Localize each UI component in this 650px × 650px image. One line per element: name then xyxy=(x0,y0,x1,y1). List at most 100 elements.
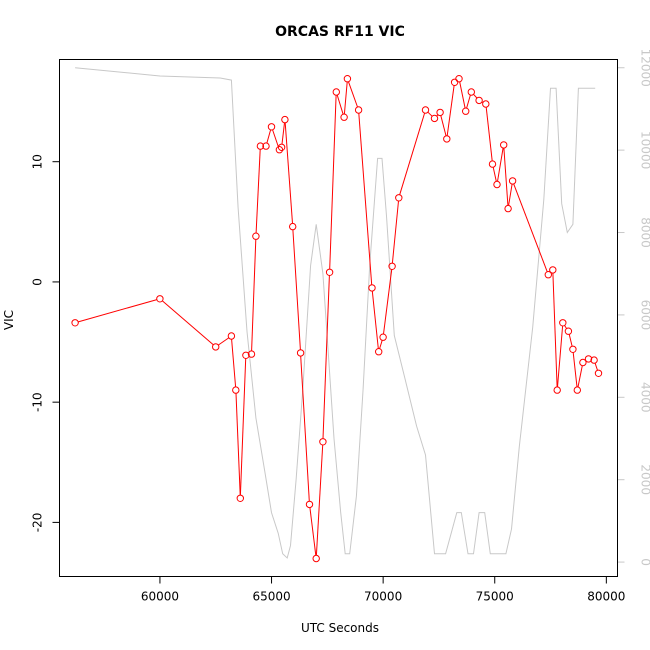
vic-line-segment xyxy=(281,122,285,145)
vic-point xyxy=(340,113,348,121)
vic-line-segment xyxy=(162,300,214,346)
vic-line-segment xyxy=(473,93,478,99)
vic-point xyxy=(354,106,363,114)
vic-line-segment xyxy=(466,94,471,109)
vic-point xyxy=(488,160,497,168)
y-tick-label: 10 xyxy=(31,154,45,169)
x-tick-label: 75000 xyxy=(476,590,514,604)
vic-line-segment xyxy=(383,269,393,335)
vic-point xyxy=(212,343,220,351)
vic-line-segment xyxy=(235,393,241,496)
vic-line-segment xyxy=(218,337,229,346)
vic-point xyxy=(482,100,490,108)
y-tick-label: 0 xyxy=(31,278,45,286)
x-tick-label: 65000 xyxy=(252,590,290,604)
vic-point xyxy=(475,96,483,105)
x-tick-label: 60000 xyxy=(141,590,179,604)
vic-line-segment xyxy=(329,95,337,270)
vic-point xyxy=(450,78,459,87)
vic-point xyxy=(462,107,470,115)
vic-line-layer xyxy=(71,75,603,563)
vic-point xyxy=(559,319,567,327)
vic-point xyxy=(421,106,430,114)
vic-point xyxy=(252,232,260,240)
vic-line-segment xyxy=(348,81,358,108)
vic-line-segment xyxy=(399,112,426,195)
vic-line-segment xyxy=(309,507,317,556)
vic-line-segment xyxy=(379,340,383,349)
vic-point xyxy=(436,108,444,117)
vic-point xyxy=(267,123,276,131)
vic-line-segment xyxy=(292,229,301,350)
x-axis-title: UTC Seconds xyxy=(301,621,379,635)
vic-point xyxy=(508,177,517,185)
vic-line-segment xyxy=(371,291,379,349)
vic-line-segment xyxy=(343,81,348,115)
vic-point xyxy=(156,295,164,303)
vic-point xyxy=(325,268,334,276)
vic-point xyxy=(564,327,573,335)
vic-line-segment xyxy=(492,167,497,182)
vic-point xyxy=(455,75,463,83)
vic-line-segment xyxy=(440,115,447,136)
vic-point xyxy=(332,88,340,96)
vic-point xyxy=(443,135,451,143)
vic-point xyxy=(467,88,475,96)
vic-line-segment xyxy=(564,325,568,329)
vic-line-segment xyxy=(557,325,564,388)
vic-point xyxy=(368,284,376,292)
vic-point xyxy=(553,386,561,394)
y2-tick-label: 12000 xyxy=(639,49,650,87)
vic-line-segment xyxy=(552,273,558,387)
vic-line-segment xyxy=(251,239,257,351)
vic-point xyxy=(289,222,297,231)
y2-tick-label: 10000 xyxy=(639,131,650,169)
y2-tick-label: 0 xyxy=(639,558,650,566)
vic-point xyxy=(312,554,320,563)
vic-line-segment xyxy=(427,111,433,117)
vic-line-segment xyxy=(577,365,583,388)
vic-point xyxy=(395,194,403,202)
vic-point xyxy=(584,355,593,363)
vic-point xyxy=(305,500,314,509)
y-tick-label: -20 xyxy=(31,513,45,533)
vic-point xyxy=(242,351,250,359)
vic-point xyxy=(343,75,352,83)
vic-point xyxy=(236,494,245,502)
vic-line-segment xyxy=(322,275,330,439)
y2-tick-label: 2000 xyxy=(639,464,650,495)
vic-point xyxy=(504,204,512,213)
vic-point xyxy=(277,143,286,152)
vic-point xyxy=(579,358,587,367)
vic-point xyxy=(379,333,387,341)
x-tick-label: 70000 xyxy=(364,590,402,604)
axes-layer: 60000 65000 70000 75000 80000 -20 -10 0 10 0 2000 4… xyxy=(31,49,650,604)
vic-line-segment xyxy=(508,184,513,206)
vic-point xyxy=(227,332,236,340)
vic-line-segment xyxy=(239,358,247,496)
vic-point xyxy=(275,146,284,154)
vic-line-segment xyxy=(568,334,573,347)
y-tick-label: -10 xyxy=(31,392,45,412)
vic-point xyxy=(569,345,577,353)
plot-frame xyxy=(59,59,618,577)
vic-point xyxy=(71,319,79,327)
vic-line-segment xyxy=(513,183,548,272)
vic-point xyxy=(247,350,256,358)
vic-point xyxy=(375,348,383,356)
vic-point xyxy=(281,115,289,124)
vic-point xyxy=(590,356,598,364)
vic-point xyxy=(256,142,265,150)
vic-line-segment xyxy=(391,200,399,264)
vic-line-segment xyxy=(78,299,158,323)
vic-line-segment xyxy=(358,113,373,285)
vic-line-segment xyxy=(272,129,279,147)
vic-line-segment xyxy=(594,362,598,371)
vic-line-segment xyxy=(336,94,344,115)
vic-line-segment xyxy=(231,339,237,388)
vic-line-segment xyxy=(503,148,509,206)
vic-point xyxy=(319,438,327,446)
vic-line-segment xyxy=(315,444,324,556)
altitude-series-line xyxy=(75,67,596,559)
